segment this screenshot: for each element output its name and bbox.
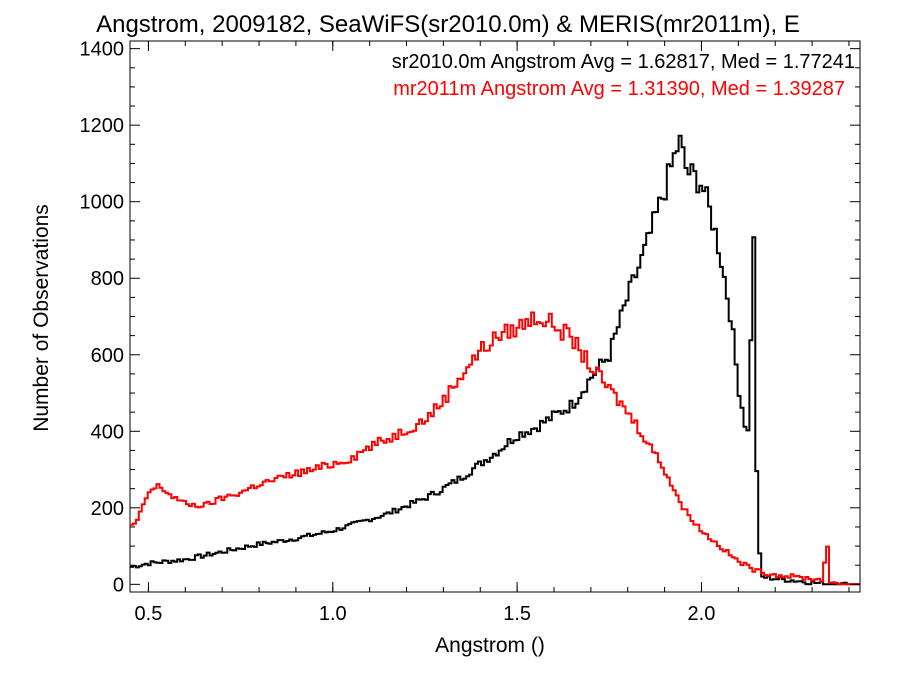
y-axis-label: Number of Observations [30,204,53,432]
x-tick-label: 0.5 [135,603,163,625]
x-axis-label: Angstrom () [435,634,545,657]
x-tick-label: 1.5 [503,603,531,625]
y-tick-label: 0 [113,574,124,596]
y-tick-label: 200 [91,498,124,520]
y-tick-label: 600 [91,345,124,367]
series-line-1 [130,311,860,586]
x-tick-label: 1.0 [319,603,347,625]
chart-title: Angstrom, 2009182, SeaWiFS(sr2010.0m) & … [96,11,800,38]
series-layer [130,134,860,586]
annotation-mr2011: mr2011m Angstrom Avg = 1.31390, Med = 1.… [393,78,845,100]
y-tick-label: 1200 [80,115,125,137]
annotation-sr2010: sr2010.0m Angstrom Avg = 1.62817, Med = … [392,51,855,73]
y-axis: 0 200 400 600 800 1000 1200 1400 [80,39,860,596]
y-tick-label: 1000 [80,192,125,214]
y-tick-label: 1400 [80,39,125,61]
x-tick-label: 2.0 [688,603,716,625]
series-line-0 [130,134,860,586]
y-tick-label: 400 [91,421,124,443]
y-tick-label: 800 [91,268,124,290]
x-axis: 0.5 1.0 1.5 2.0 [135,41,850,625]
plot-frame [129,40,861,593]
